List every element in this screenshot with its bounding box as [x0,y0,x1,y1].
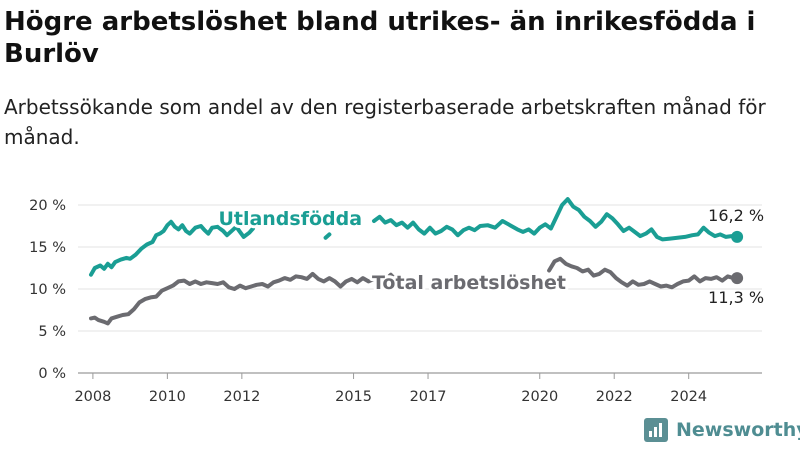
series-line [89,219,255,277]
brand: Newsworthy [644,418,800,442]
series-lines [89,197,744,326]
newsworthy-logo-icon [644,418,668,442]
x-tick-label: 2024 [670,389,707,405]
chart-subtitle: Arbetssökande som andel av den registerb… [4,95,766,149]
series-end-point [731,272,744,285]
x-tick-label: 2012 [223,389,260,405]
series-line [547,256,740,290]
x-axis-ticks: 2008 2010 2012 2015 2017 2020 2022 2024 [74,373,707,405]
series-line [323,232,332,240]
series-inline-label-halo: Utlandsfödda [218,208,362,230]
x-tick-label: 2022 [596,389,633,405]
y-axis-ticks: 0 % 5 % 10 % 15 % 20 % [29,198,66,382]
series-inline-label: Utlandsfödda [218,208,362,230]
y-tick-label: 20 % [29,198,66,214]
gridlines [78,204,762,374]
series-inline-label-halo: Total arbetslöshet [372,272,566,294]
brand-name: Newsworthy [676,419,800,441]
y-tick-label: 15 % [29,240,66,256]
series-line [372,197,740,242]
series-inline-label: Total arbetslöshet [372,272,566,294]
y-tick-label: 5 % [38,324,66,340]
series-end-label: 16,2 % [708,206,764,225]
series-end-point [731,230,744,243]
x-tick-label: 2008 [74,389,111,405]
x-tick-label: 2015 [335,389,372,405]
x-tick-label: 2017 [410,389,447,405]
y-tick-label: 10 % [29,282,66,298]
series-end-label: 11,3 % [708,288,764,307]
x-tick-label: 2010 [149,389,186,405]
chart-title: Högre arbetslöshet bland utrikes- än inr… [4,7,756,69]
series-line [89,271,416,326]
x-tick-label: 2020 [521,389,558,405]
y-tick-label: 0 % [38,366,66,382]
